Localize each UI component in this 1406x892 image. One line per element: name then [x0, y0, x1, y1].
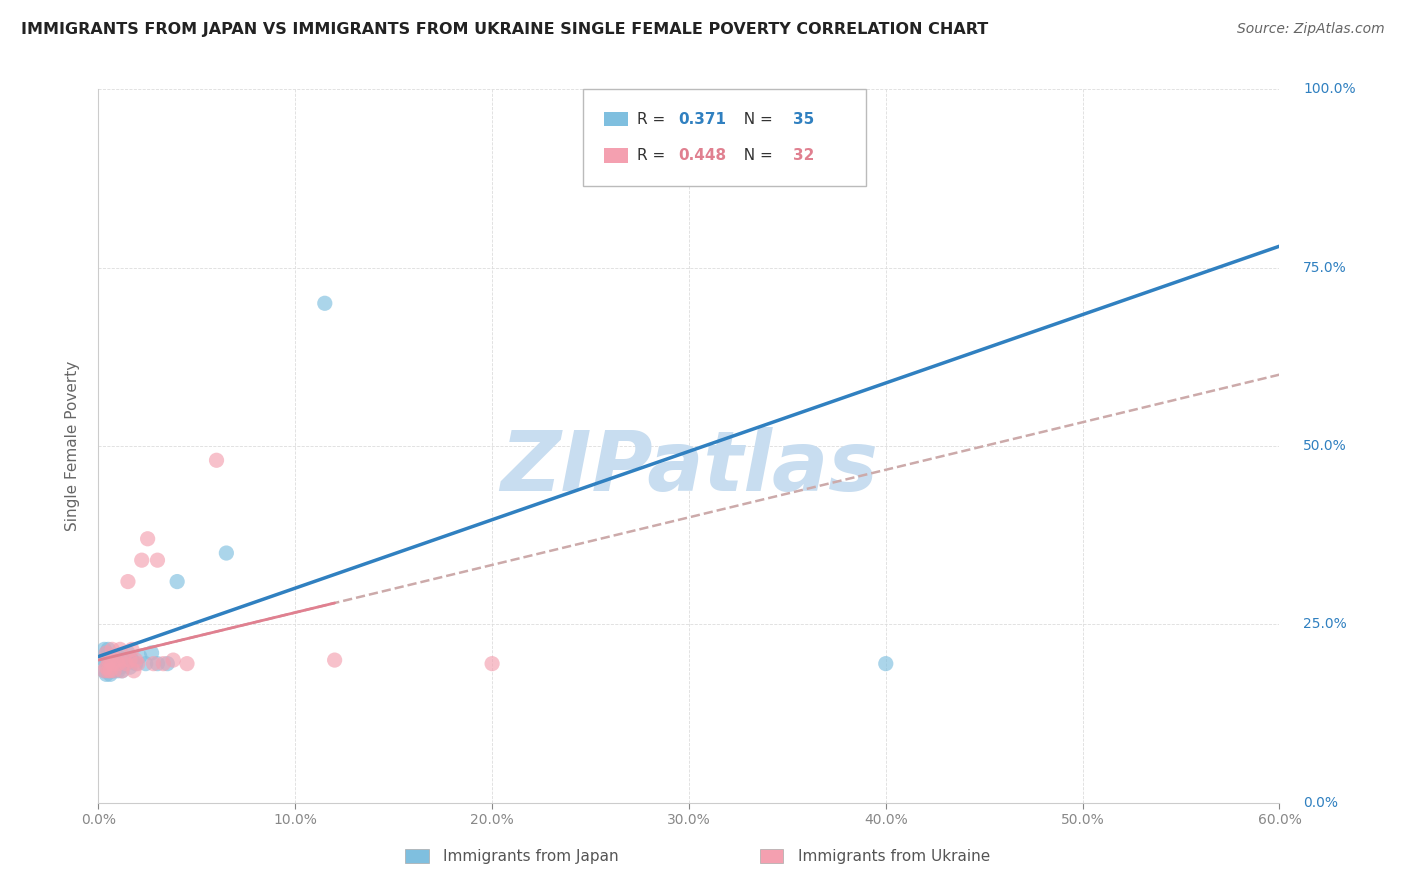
Text: ZIPatlas: ZIPatlas — [501, 427, 877, 508]
Text: N =: N = — [734, 148, 778, 163]
Text: 50.0%: 50.0% — [1303, 439, 1347, 453]
Point — [135, 657, 157, 671]
Point — [131, 553, 153, 567]
Point — [98, 667, 121, 681]
Point — [121, 642, 143, 657]
Text: 0.0%: 0.0% — [1303, 796, 1339, 810]
Point — [176, 657, 198, 671]
Point — [112, 653, 135, 667]
Point — [103, 649, 125, 664]
FancyBboxPatch shape — [582, 89, 866, 186]
Point — [146, 553, 169, 567]
Point — [108, 660, 131, 674]
Text: 25.0%: 25.0% — [1303, 617, 1347, 632]
Y-axis label: Single Female Poverty: Single Female Poverty — [65, 361, 80, 531]
Text: 35: 35 — [793, 112, 814, 127]
Text: 0.448: 0.448 — [678, 148, 727, 163]
Text: 100.0%: 100.0% — [1303, 82, 1355, 96]
Point — [323, 653, 346, 667]
Point — [115, 657, 138, 671]
Point — [166, 574, 188, 589]
Point — [142, 657, 165, 671]
Point — [122, 664, 145, 678]
Point — [111, 664, 134, 678]
Point — [125, 657, 148, 671]
Point — [127, 657, 149, 671]
Point — [96, 646, 118, 660]
Point — [117, 646, 139, 660]
Point — [93, 642, 115, 657]
Point — [205, 453, 228, 467]
Point — [93, 653, 115, 667]
Point — [108, 642, 131, 657]
Point — [101, 664, 124, 678]
Point — [93, 664, 115, 678]
Point — [481, 657, 503, 671]
Point — [215, 546, 238, 560]
Point — [101, 642, 124, 657]
Text: Immigrants from Ukraine: Immigrants from Ukraine — [797, 849, 990, 863]
Point — [97, 664, 120, 678]
Bar — [605, 112, 627, 127]
Text: 32: 32 — [793, 148, 814, 163]
Point — [117, 574, 139, 589]
Text: IMMIGRANTS FROM JAPAN VS IMMIGRANTS FROM UKRAINE SINGLE FEMALE POVERTY CORRELATI: IMMIGRANTS FROM JAPAN VS IMMIGRANTS FROM… — [21, 22, 988, 37]
Point — [136, 532, 159, 546]
Point — [103, 664, 125, 678]
Point — [152, 657, 174, 671]
Bar — [759, 849, 783, 863]
Point — [96, 667, 118, 681]
Point — [97, 653, 120, 667]
Bar — [405, 849, 429, 863]
Point — [156, 657, 179, 671]
Text: Source: ZipAtlas.com: Source: ZipAtlas.com — [1237, 22, 1385, 37]
Text: R =: R = — [637, 148, 671, 163]
Point — [97, 664, 120, 678]
Point — [112, 653, 135, 667]
Point — [96, 657, 118, 671]
Point — [98, 653, 121, 667]
Point — [107, 649, 129, 664]
Point — [314, 296, 336, 310]
Text: N =: N = — [734, 112, 778, 127]
Text: Immigrants from Japan: Immigrants from Japan — [443, 849, 619, 863]
Point — [107, 664, 129, 678]
Point — [96, 646, 118, 660]
Point — [146, 657, 169, 671]
Point — [115, 657, 138, 671]
Point — [141, 646, 163, 660]
Point — [162, 653, 184, 667]
Point — [118, 660, 141, 674]
Point — [97, 642, 120, 657]
Point — [101, 657, 124, 671]
Text: R =: R = — [637, 112, 671, 127]
Point — [103, 664, 125, 678]
Text: 75.0%: 75.0% — [1303, 260, 1347, 275]
Point — [121, 653, 143, 667]
Point — [98, 657, 121, 671]
Point — [118, 653, 141, 667]
Point — [105, 653, 128, 667]
Point — [97, 653, 120, 667]
Point — [98, 664, 121, 678]
Point — [125, 653, 148, 667]
Point — [875, 657, 897, 671]
Point — [101, 653, 124, 667]
Point — [107, 657, 129, 671]
Point — [105, 660, 128, 674]
Point — [128, 649, 150, 664]
Text: 0.371: 0.371 — [678, 112, 727, 127]
Point — [111, 664, 134, 678]
Point — [93, 664, 115, 678]
Bar — [605, 148, 627, 162]
Point — [96, 660, 118, 674]
